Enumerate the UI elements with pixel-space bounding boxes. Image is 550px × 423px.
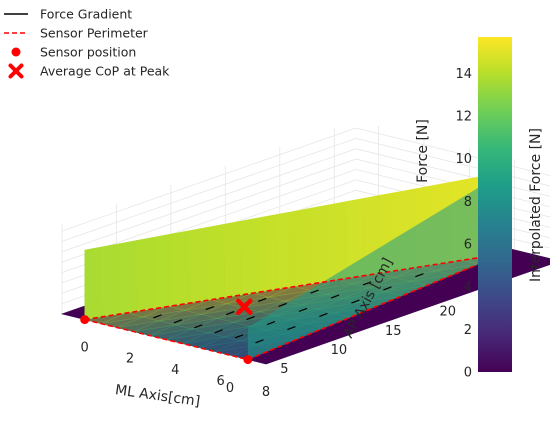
x-tick-label: 8 (262, 385, 270, 400)
legend-label: Sensor Perimeter (40, 26, 149, 41)
sensor-perimeter (84, 252, 505, 361)
gradient-arrow (351, 299, 360, 304)
gradient-arrow (278, 302, 287, 307)
x-tick-label: 0 (81, 341, 89, 356)
gradient-arrow (234, 334, 244, 339)
y-tick-label: 10 (331, 343, 348, 358)
x-tick-label: 6 (217, 374, 225, 389)
x-tick-label: 2 (126, 352, 134, 367)
gradient-arrow (225, 311, 235, 316)
colorbar-tick-label: 12 (455, 109, 472, 124)
cop-stroke-b (236, 298, 253, 316)
colorbar-bar (478, 37, 512, 372)
legend-label: Sensor position (40, 45, 136, 60)
legend-label: Force Gradient (40, 7, 132, 22)
y-tick-label: 0 (226, 381, 234, 396)
sensor-markers (80, 249, 509, 365)
colorbar-title: Interpolated Force [N] (528, 128, 544, 282)
sensor-dot (243, 355, 253, 365)
surface-top-sheet (84, 172, 504, 320)
cop-marker (236, 298, 253, 316)
colorbar-tick-label: 0 (464, 366, 472, 381)
z-axis-title: Force [N] (415, 119, 431, 183)
colorbar: 0 2 4 6 8 10 12 14 Interpolated Force [N] (455, 37, 544, 381)
gradient-arrow (266, 321, 276, 326)
x-axis-title: ML Axis[cm] (114, 382, 201, 410)
legend-label: Average CoP at Peak (40, 64, 170, 79)
gradient-arrow (173, 319, 183, 324)
gradient-arrow (287, 326, 296, 331)
legend-swatch-x (8, 63, 24, 79)
gradient-arrow (319, 312, 328, 317)
colorbar-tick-label: 6 (464, 238, 472, 253)
colorbar-tick-label: 10 (455, 152, 472, 167)
gradient-arrow (205, 306, 215, 311)
gradient-arrow (214, 329, 223, 334)
colorbar-tick-label: 14 (455, 67, 472, 82)
legend: Force Gradient Sensor Perimeter Sensor pos… (4, 7, 170, 79)
gradient-arrow (153, 314, 162, 319)
y-tick-label: 5 (280, 362, 288, 377)
gradient-arrow (298, 307, 308, 312)
y-tick-label: 15 (385, 324, 402, 339)
colorbar-tick-label: 4 (464, 280, 472, 295)
colorbar-tick-label: 8 (464, 195, 472, 210)
gradient-arrow (330, 294, 340, 299)
gradient-arrow (310, 289, 319, 294)
perimeter-line (84, 252, 505, 361)
gradient-arrow (246, 316, 255, 321)
colorbar-tick-label: 2 (464, 323, 472, 338)
force-gradient-arrows (153, 273, 424, 344)
y-tick-label: 20 (440, 305, 457, 320)
surface-right-sheet (247, 172, 504, 360)
gradient-arrow (362, 281, 372, 286)
sensor-dot (80, 315, 90, 325)
legend-swatch-dot (11, 47, 21, 57)
gradient-arrow (415, 273, 424, 278)
gradient-arrow (257, 297, 267, 302)
x-tick-label: 4 (171, 363, 179, 378)
gradient-arrow (194, 324, 203, 329)
legend-x-b (8, 63, 24, 79)
gradient-arrow (255, 339, 264, 344)
gradient-arrow (383, 286, 392, 291)
